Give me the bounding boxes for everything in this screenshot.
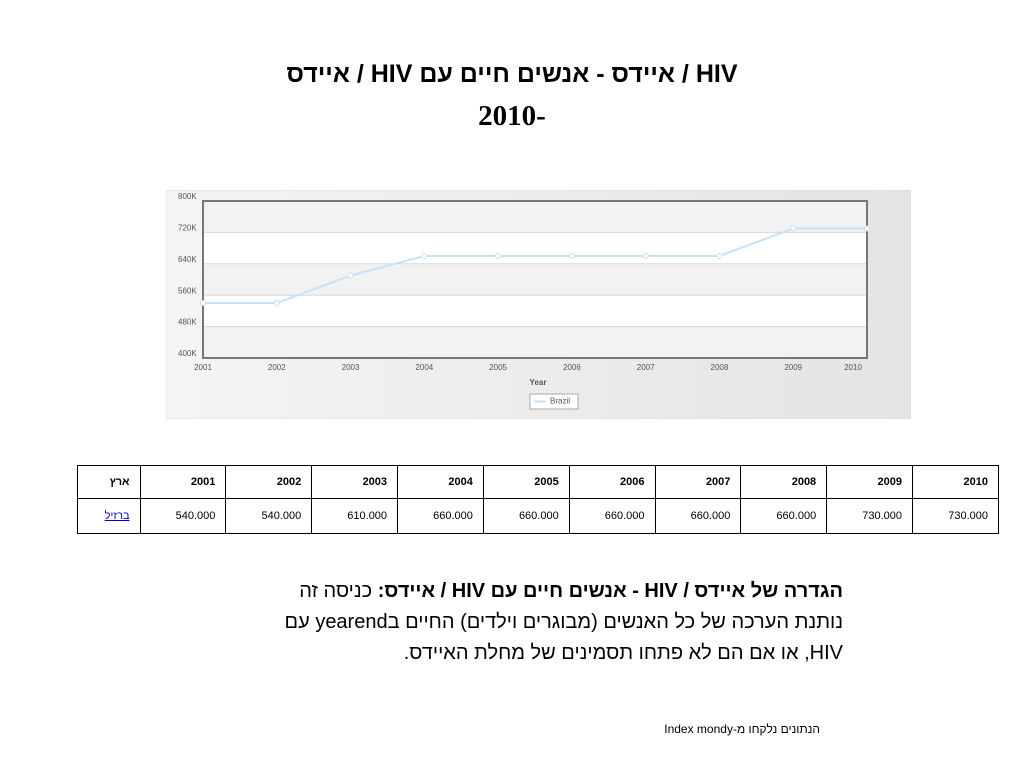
x-tick-label: 2008 bbox=[711, 363, 729, 372]
plot-border bbox=[202, 200, 868, 359]
x-tick-label: 2004 bbox=[415, 363, 433, 372]
title: HIV / איידס - אנשים חיים עם HIV / איידס bbox=[286, 60, 738, 88]
x-tick-label: 2006 bbox=[563, 363, 581, 372]
x-tick-label: 2009 bbox=[784, 363, 802, 372]
data-point bbox=[642, 252, 649, 259]
legend-box bbox=[529, 393, 579, 410]
table-cell: 660.000 bbox=[740, 498, 828, 534]
legend-label: Brazil bbox=[550, 397, 570, 406]
data-point bbox=[568, 252, 575, 259]
header-cell: 2001 bbox=[139, 465, 227, 499]
table-cell: 730.000 bbox=[912, 498, 999, 534]
header-cell: 2010 bbox=[912, 465, 999, 499]
source-note: הנתונים נלקחו מ-Index mondy bbox=[664, 722, 820, 736]
x-axis-label: Year bbox=[530, 378, 547, 387]
header-cell: 2002 bbox=[225, 465, 313, 499]
table-cell: 540.000 bbox=[139, 498, 227, 534]
table-cell: 660.000 bbox=[654, 498, 742, 534]
header-cell: 2009 bbox=[826, 465, 914, 499]
table-cell: 730.000 bbox=[826, 498, 914, 534]
data-point bbox=[421, 252, 428, 259]
header-cell: 2007 bbox=[654, 465, 742, 499]
data-point bbox=[495, 252, 502, 259]
data-point bbox=[716, 252, 723, 259]
table-cell: 540.000 bbox=[225, 498, 313, 534]
x-tick-label: 2002 bbox=[268, 363, 286, 372]
data-point bbox=[864, 225, 870, 232]
table-cell: 610.000 bbox=[311, 498, 399, 534]
grid-band bbox=[203, 326, 867, 358]
table-row: ברזיל 540.000 540.000 610.000 660.000 660.000… bbox=[77, 498, 999, 534]
data-line bbox=[203, 227, 867, 305]
definition-text: כניסה זה נותנת הערכה של כל האנשים (מבוגר… bbox=[284, 580, 843, 664]
data-point bbox=[790, 225, 797, 232]
y-tick-label: 640K bbox=[178, 255, 197, 264]
header-cell: 2008 bbox=[740, 465, 828, 499]
header-cell: 2004 bbox=[397, 465, 484, 499]
grid-band bbox=[203, 201, 867, 233]
table-cell: ברזיל bbox=[77, 498, 141, 534]
definition: הגדרה של איידס / HIV - אנשים חיים עם HIV… bbox=[280, 576, 843, 669]
header-cell: 2005 bbox=[482, 465, 570, 499]
y-tick-label: 800K bbox=[178, 192, 197, 201]
data-point bbox=[273, 300, 280, 307]
data-point bbox=[347, 272, 354, 279]
table-cell: 660.000 bbox=[397, 498, 484, 534]
table-cell: 660.000 bbox=[482, 498, 570, 534]
y-tick-label: 400K bbox=[178, 349, 197, 358]
x-tick-label: 2001 bbox=[194, 363, 212, 372]
y-tick-label: 560K bbox=[178, 286, 197, 295]
header-cell: 2006 bbox=[568, 465, 656, 499]
data-point bbox=[200, 300, 206, 307]
x-tick-label: 2005 bbox=[489, 363, 507, 372]
header-cell: ארץ bbox=[77, 465, 141, 499]
header-cell: 2003 bbox=[311, 465, 399, 499]
definition-term: הגדרה של איידס / HIV - אנשים חיים עם HIV… bbox=[377, 580, 843, 602]
chart: Year 400K 480K 560K 640K 720K 800K 2001 2002 200… bbox=[166, 190, 911, 419]
grid-band bbox=[203, 263, 867, 296]
subtitle: 2010- bbox=[478, 100, 546, 132]
x-tick-label: 2003 bbox=[342, 363, 360, 372]
table-cell: 660.000 bbox=[568, 498, 656, 534]
country-link[interactable]: ברזיל bbox=[104, 510, 130, 522]
x-tick-label: 2010 bbox=[844, 363, 862, 372]
y-tick-label: 480K bbox=[178, 318, 197, 327]
y-tick-label: 720K bbox=[178, 224, 197, 233]
data-table: ארץ 2001 2002 2003 2004 2005 2006 2007 2008 2009 2… bbox=[77, 465, 999, 534]
x-tick-label: 2007 bbox=[637, 363, 655, 372]
